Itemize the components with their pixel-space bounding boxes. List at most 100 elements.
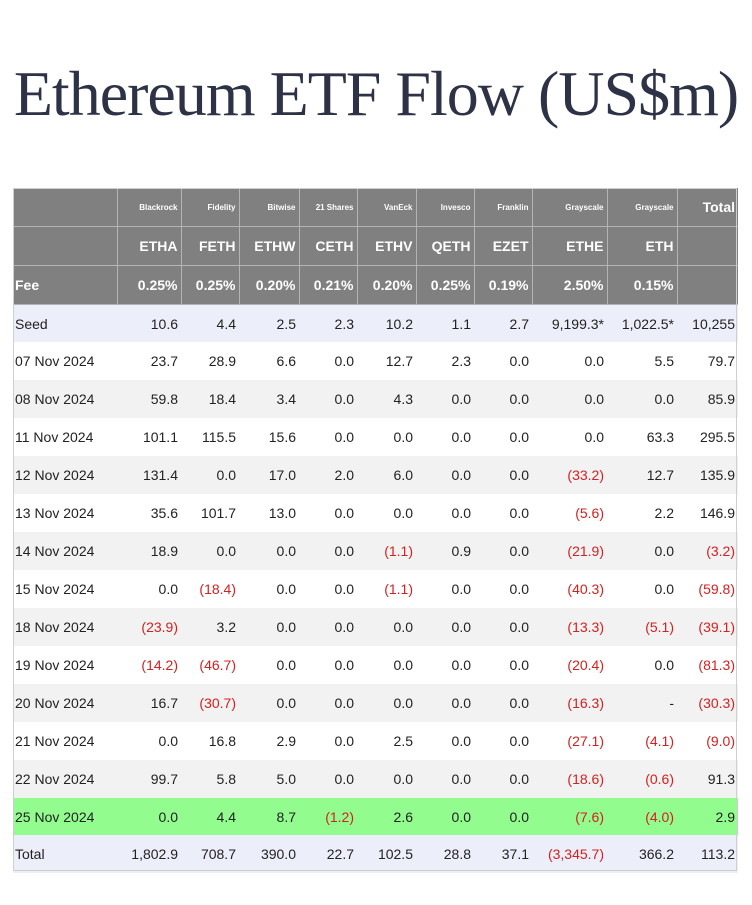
issuer-header-row-cell: Blackrock	[117, 188, 182, 227]
fee-header-row-cell: 2.50%	[532, 265, 608, 305]
table-row-cell: 0.0	[532, 380, 607, 418]
table-row-cell: (7.6)	[532, 798, 607, 835]
table-row-cell: (1.2)	[299, 798, 357, 835]
table-row-cell: 3.4	[239, 380, 299, 418]
table-row: 19 Nov 2024 (14.2) (46.7) 0.0 0.0 0.0 0.0 0.0 (2…	[13, 646, 738, 684]
table-row-cell: 146.9	[677, 494, 738, 532]
issuer-header-row: Blackrock Fidelity Bitwise 21 Shares VanEck I…	[13, 188, 738, 227]
total-row-cell: (3,345.7)	[532, 835, 607, 873]
table-row-cell: 0.0	[299, 532, 357, 570]
table-row-cell: 2.9	[677, 798, 738, 835]
table-row-cell: (14.2)	[117, 646, 181, 684]
table-row-cell: 0.0	[474, 532, 532, 570]
table-row: 14 Nov 2024 18.9 0.0 0.0 0.0 (1.1) 0.9 0.0 (21.9…	[13, 532, 738, 570]
table-row-cell: (39.1)	[677, 608, 738, 646]
table-row-cell: 0.0	[181, 456, 239, 494]
table-row-cell: (4.0)	[607, 798, 677, 835]
table-row-cell: 5.0	[239, 760, 299, 798]
table-row-cell: 0.0	[474, 608, 532, 646]
table-row-cell: (16.3)	[532, 684, 607, 722]
fee-header-row-cell: 0.20%	[239, 265, 300, 305]
total-row-cell: 37.1	[474, 835, 532, 873]
table-row-cell: (18.6)	[532, 760, 607, 798]
table-row-cell: 35.6	[117, 494, 181, 532]
table-row-cell: (5.1)	[607, 608, 677, 646]
table-row: 11 Nov 2024 101.1 115.5 15.6 0.0 0.0 0.0 0.0 0.0…	[13, 418, 738, 456]
table-row-cell: 0.0	[474, 342, 532, 380]
table-row-cell: 115.5	[181, 418, 239, 456]
table-row-cell: 12.7	[357, 342, 416, 380]
fee-header-row-cell	[677, 265, 738, 305]
fee-header-row-cell: 0.15%	[607, 265, 678, 305]
table-row-cell: (40.3)	[532, 570, 607, 608]
table-row-cell: 21 Nov 2024	[13, 722, 117, 760]
table-row-cell: 07 Nov 2024	[13, 342, 117, 380]
seed-row: Seed 10.6 4.4 2.5 2.3 10.2 1.1 2.7 9,199.3* 1,022…	[13, 304, 738, 342]
table-row-cell: (30.3)	[677, 684, 738, 722]
table-row: 08 Nov 2024 59.8 18.4 3.4 0.0 4.3 0.0 0.0 0.0 0.0…	[13, 380, 738, 418]
ticker-header-row-cell: EZET	[474, 226, 533, 266]
table-row-cell: 0.0	[357, 684, 416, 722]
ticker-header-row-cell: CETH	[299, 226, 358, 266]
table-row: 20 Nov 2024 16.7 (30.7) 0.0 0.0 0.0 0.0 0.0 (16.…	[13, 684, 738, 722]
table-row-cell: 0.0	[474, 418, 532, 456]
table-row-cell: -	[607, 684, 677, 722]
seed-row-cell: 4.4	[181, 304, 239, 342]
table-row-cell: 4.3	[357, 380, 416, 418]
table-row-cell: 0.0	[299, 684, 357, 722]
table-row-cell: 17.0	[239, 456, 299, 494]
table-row-cell: 0.0	[607, 532, 677, 570]
table-row-cell: 8.7	[239, 798, 299, 835]
table-row-cell: 0.0	[474, 760, 532, 798]
table-row-cell: 0.0	[299, 722, 357, 760]
table-row-cell: 0.0	[239, 532, 299, 570]
ticker-header-row-cell: QETH	[416, 226, 475, 266]
issuer-header-row-cell: Fidelity	[181, 188, 240, 227]
table-row: 15 Nov 2024 0.0 (18.4) 0.0 0.0 (1.1) 0.0 0.0 (40…	[13, 570, 738, 608]
table-row-cell: 4.4	[181, 798, 239, 835]
table-row-cell: 0.0	[474, 722, 532, 760]
table-row-cell: 28.9	[181, 342, 239, 380]
ticker-header-row-cell: ETHV	[357, 226, 417, 266]
table-row-cell: (23.9)	[117, 608, 181, 646]
table-row-cell: 0.0	[299, 418, 357, 456]
table-row-cell: (5.6)	[532, 494, 607, 532]
table-row-cell: (1.1)	[357, 532, 416, 570]
total-row-cell: 28.8	[416, 835, 474, 873]
table-row-cell: 0.0	[299, 608, 357, 646]
table-row-cell: 0.0	[607, 570, 677, 608]
table-row-cell: 0.0	[299, 342, 357, 380]
table-row-cell: 0.0	[239, 684, 299, 722]
table-row-cell: (13.3)	[532, 608, 607, 646]
table-row-cell: 0.0	[416, 608, 474, 646]
table-row-cell: 25 Nov 2024	[13, 798, 117, 835]
table-row-cell: 0.0	[532, 342, 607, 380]
table-row-cell: 101.1	[117, 418, 181, 456]
table-row-cell: 0.0	[181, 532, 239, 570]
table-row-cell: 0.0	[416, 380, 474, 418]
table-row-cell: 2.5	[357, 722, 416, 760]
table-row-cell: 08 Nov 2024	[13, 380, 117, 418]
table-row-cell: 0.0	[357, 494, 416, 532]
table-row-cell: 0.0	[474, 456, 532, 494]
table-row-cell: (21.9)	[532, 532, 607, 570]
fee-header-row-cell: 0.21%	[299, 265, 358, 305]
table-row-cell: (59.8)	[677, 570, 738, 608]
table-row: 07 Nov 2024 23.7 28.9 6.6 0.0 12.7 2.3 0.0 0.0 5.…	[13, 342, 738, 380]
table-row-cell: 85.9	[677, 380, 738, 418]
table-row-cell: 135.9	[677, 456, 738, 494]
table-row-cell: 0.0	[416, 456, 474, 494]
table-row-cell: 0.0	[416, 646, 474, 684]
total-row-cell: 390.0	[239, 835, 299, 873]
total-row-cell: 1,802.9	[117, 835, 181, 873]
table-row-cell: (3.2)	[677, 532, 738, 570]
table-row-cell: 6.6	[239, 342, 299, 380]
table-row-cell: (4.1)	[607, 722, 677, 760]
table-row-cell: 0.0	[357, 646, 416, 684]
table-row-cell: 18.9	[117, 532, 181, 570]
seed-row-cell: 2.5	[239, 304, 299, 342]
table-row-cell: 16.7	[117, 684, 181, 722]
issuer-header-row-cell: VanEck	[357, 188, 417, 227]
fee-header-row: Fee 0.25% 0.25% 0.20% 0.21% 0.20% 0.25% 0.19% 2.…	[13, 265, 738, 305]
table-row-cell: 16.8	[181, 722, 239, 760]
